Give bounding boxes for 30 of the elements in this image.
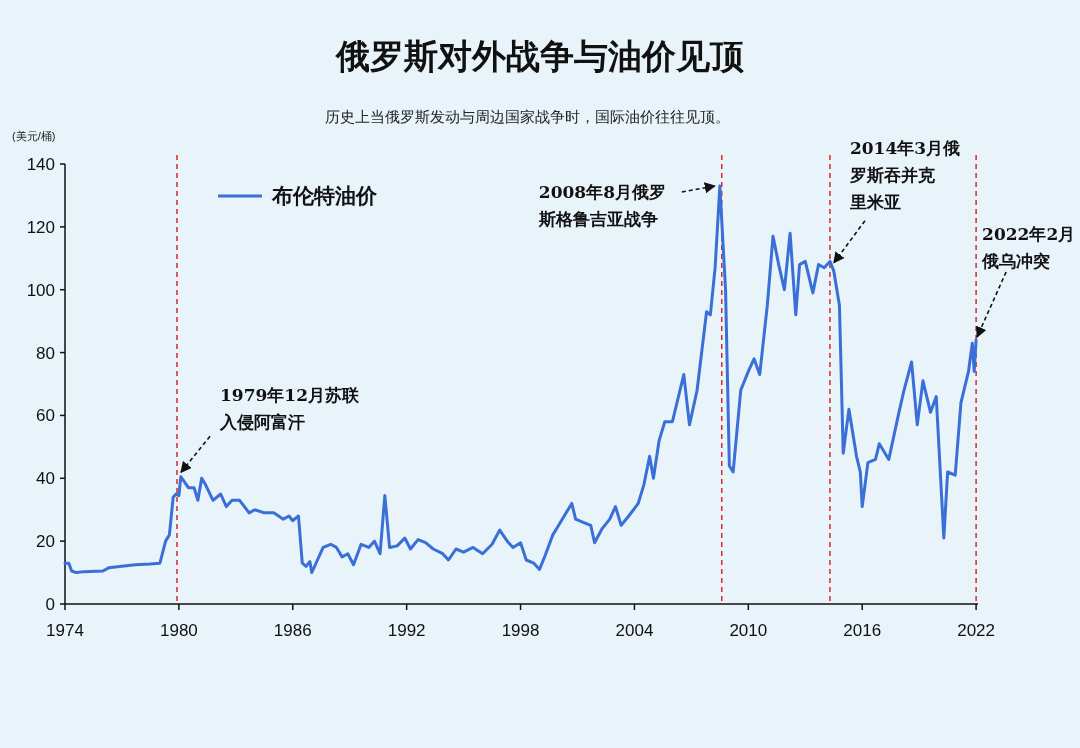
chart-title: 俄罗斯对外战争与油价见顶: [335, 37, 744, 75]
annotation: 2014年3月俄罗斯吞并克里米亚: [833, 137, 961, 264]
x-tick-label: 2016: [843, 621, 882, 640]
annotation: 2014年3月俄罗斯吞并克里米亚: [848, 137, 961, 212]
y-tick-label: 140: [26, 155, 55, 174]
annotation: 2022年2月俄乌冲突: [981, 224, 1076, 271]
chart-subtitle: 历史上当俄罗斯发动与周边国家战争时，国际油价往往见顶。: [324, 108, 730, 125]
x-tick-label: 1998: [501, 621, 540, 640]
legend: 布伦特油价: [218, 184, 377, 207]
y-tick-label: 40: [36, 469, 55, 489]
x-tick-label: 1974: [46, 621, 84, 640]
x-tick-label: 1980: [159, 621, 198, 640]
y-tick-label: 80: [36, 343, 55, 363]
y-tick-label: 0: [45, 595, 55, 614]
x-tick-label: 2004: [615, 621, 654, 640]
annotation: 2008年8月俄罗斯格鲁吉亚战争: [538, 182, 716, 229]
y-tick-label: 20: [36, 532, 55, 552]
x-tick-label: 2022: [957, 621, 996, 640]
annotation: 2008年8月俄罗斯格鲁吉亚战争: [537, 182, 667, 229]
legend-label: 布伦特油价: [271, 184, 378, 207]
y-tick-label: 120: [26, 217, 55, 237]
y-tick-label: 100: [26, 280, 55, 300]
x-tick-label: 1992: [387, 621, 426, 640]
x-tick-label: 1986: [273, 621, 312, 640]
annotation: 2022年2月俄乌冲突: [976, 224, 1076, 338]
y-tick-label: 60: [36, 406, 55, 426]
annotation: 1979年12月苏联入侵阿富汗: [180, 385, 359, 474]
x-tick-label: 2010: [729, 621, 768, 640]
annotation: 1979年12月苏联入侵阿富汗: [218, 385, 360, 433]
y-axis-title: (美元/桶): [12, 130, 56, 142]
